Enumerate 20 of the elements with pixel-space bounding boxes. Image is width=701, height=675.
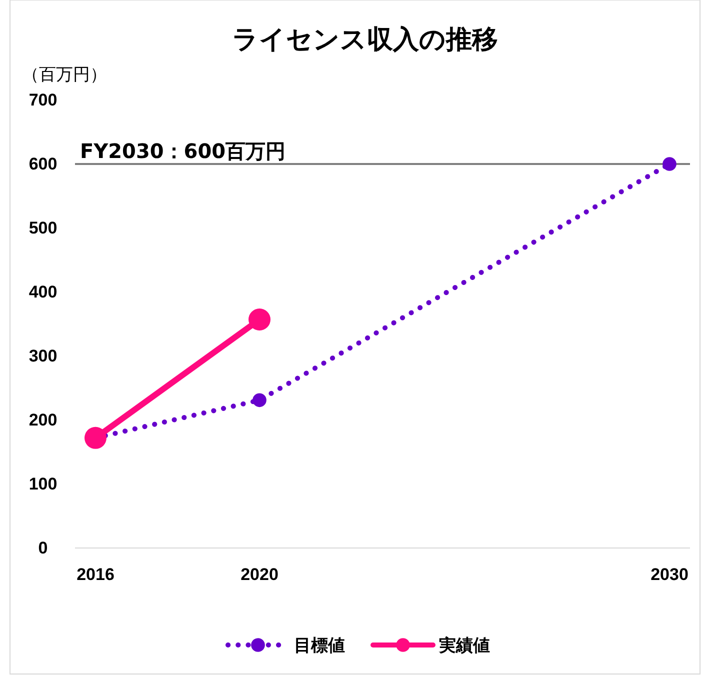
point <box>84 426 106 449</box>
y-tick-label: 200 <box>28 410 58 430</box>
point <box>662 157 676 171</box>
x-tick-label: 2016 <box>76 565 114 584</box>
y-tick-label: 0 <box>38 538 48 558</box>
x-tick-label: 2020 <box>240 565 278 584</box>
x-tick-label: 2030 <box>650 565 688 584</box>
point <box>248 308 270 330</box>
legend-label: 目標値 <box>294 636 345 656</box>
y-tick-label: 400 <box>28 282 58 302</box>
point <box>252 393 266 408</box>
ref-line-label: FY2030：600百万円 <box>80 139 286 163</box>
chart-title: ライセンス収入の推移 <box>232 25 498 55</box>
y-tick-label: 500 <box>28 218 58 238</box>
y-tick-label: 700 <box>28 90 58 110</box>
y-axis-title: （百万円） <box>22 65 107 85</box>
legend-label: 実績値 <box>438 636 490 656</box>
y-tick-label: 300 <box>28 346 58 366</box>
y-tick-label: 600 <box>28 154 58 174</box>
y-tick-label: 100 <box>28 474 58 494</box>
